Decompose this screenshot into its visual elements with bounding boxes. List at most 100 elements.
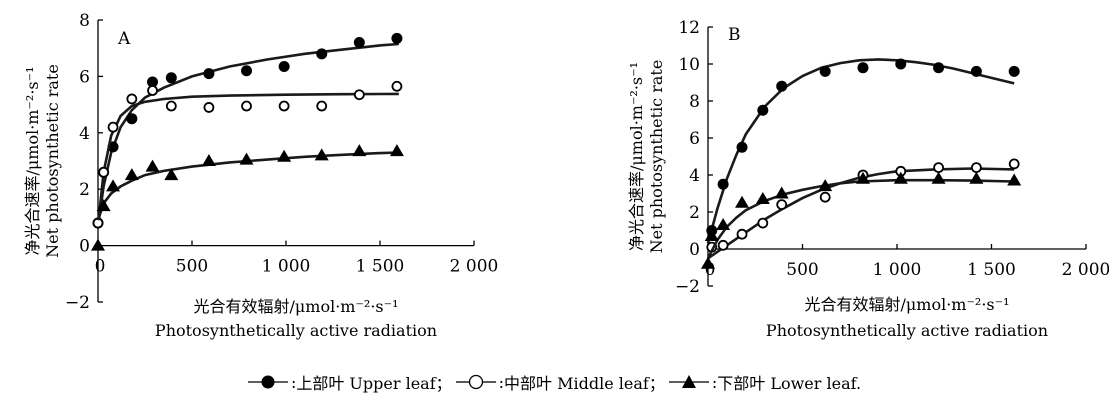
data-point-open-circle bbox=[1008, 158, 1020, 170]
x-tick-label: 500 bbox=[786, 260, 818, 280]
data-point-filled-triangle bbox=[352, 144, 367, 157]
x-tick-label: 1 000 bbox=[873, 260, 922, 280]
data-point-filled-triangle bbox=[855, 171, 870, 184]
data-point-filled-circle bbox=[126, 113, 138, 125]
x-tick-label: 0 bbox=[705, 260, 716, 280]
y-tick-label: 4 bbox=[79, 124, 90, 144]
x-tick-label: 2 000 bbox=[450, 257, 499, 277]
data-point-open-circle bbox=[316, 100, 328, 112]
fit-curve-filled-triangle bbox=[96, 151, 399, 221]
data-point-filled-triangle bbox=[1007, 173, 1022, 186]
data-point-open-circle bbox=[98, 166, 110, 178]
data-point-filled-circle bbox=[736, 141, 748, 153]
x-axis-title-en: Photosynthetically active radiation bbox=[766, 321, 1048, 340]
data-point-filled-circle bbox=[757, 104, 769, 116]
data-point-filled-triangle bbox=[145, 159, 160, 172]
data-point-filled-circle bbox=[278, 61, 290, 73]
data-point-filled-circle bbox=[165, 72, 177, 84]
legend-colon: : bbox=[498, 372, 505, 392]
data-point-filled-triangle bbox=[774, 186, 789, 199]
legend-item-upper-leaf: : 上部叶 Upper leaf ； bbox=[247, 370, 452, 394]
fit-curve-filled-circle bbox=[706, 58, 1015, 244]
data-point-filled-triangle bbox=[735, 195, 750, 208]
data-point-filled-triangle bbox=[124, 168, 139, 181]
panel-label: B bbox=[728, 25, 741, 45]
legend-item-lower-leaf: : 下部叶 Lower leaf. bbox=[668, 370, 862, 394]
data-point-filled-circle bbox=[970, 65, 982, 77]
y-tick-label: 0 bbox=[689, 240, 700, 260]
data-point-filled-triangle bbox=[969, 171, 984, 184]
x-tick-label: 500 bbox=[176, 257, 208, 277]
y-tick-label: 0 bbox=[79, 237, 90, 257]
y-tick-label: 12 bbox=[678, 18, 700, 38]
data-point-filled-circle bbox=[819, 65, 831, 77]
data-point-filled-circle bbox=[717, 178, 729, 190]
data-point-open-circle bbox=[757, 217, 769, 229]
y-tick-label: 8 bbox=[689, 92, 700, 112]
y-tick-label: 2 bbox=[79, 180, 90, 200]
data-point-open-circle bbox=[717, 239, 729, 251]
data-point-open-circle bbox=[391, 80, 403, 92]
data-point-open-circle bbox=[147, 85, 158, 96]
legend-label-lower: 下部叶 Lower leaf. bbox=[717, 374, 862, 393]
x-tick-label: 1 000 bbox=[262, 257, 311, 277]
y-tick-label: 4 bbox=[689, 166, 700, 186]
x-axis-title-en: Photosynthetically active radiation bbox=[155, 321, 437, 340]
fit-curve-open-circle bbox=[707, 167, 1015, 260]
data-point-filled-circle bbox=[933, 62, 945, 74]
data-point-filled-triangle bbox=[239, 152, 254, 165]
data-point-filled-triangle bbox=[314, 148, 329, 161]
y-tick-label: −2 bbox=[65, 293, 90, 313]
x-axis-title-cn: 光合有效辐射/μmol·m⁻²·s⁻¹ bbox=[805, 295, 1010, 314]
data-point-open-circle bbox=[970, 162, 982, 174]
data-point-filled-triangle bbox=[96, 199, 111, 212]
legend-separator: ； bbox=[648, 374, 665, 393]
y-tick-label: 8 bbox=[79, 11, 90, 31]
data-point-filled-triangle bbox=[704, 229, 719, 242]
data-point-filled-triangle bbox=[893, 171, 908, 184]
data-point-open-circle bbox=[126, 93, 138, 105]
legend-colon: : bbox=[290, 372, 297, 392]
data-point-filled-triangle bbox=[389, 144, 404, 157]
data-point-open-circle bbox=[776, 199, 788, 211]
y-tick-label: −2 bbox=[675, 277, 700, 297]
legend-label-upper: 上部叶 Upper leaf bbox=[296, 374, 436, 393]
data-point-open-circle bbox=[278, 100, 290, 112]
data-point-filled-triangle bbox=[701, 256, 715, 269]
y-tick-label: 10 bbox=[678, 55, 700, 75]
data-point-open-circle bbox=[107, 121, 119, 133]
data-point-open-circle bbox=[203, 102, 215, 113]
y-axis-title-cn: 净光合速率/μmol·m⁻²·s⁻¹ bbox=[23, 67, 42, 256]
legend: : 上部叶 Upper leaf ； : 中部叶 Middle leaf ； :… bbox=[0, 364, 1109, 400]
x-tick-label: 1 500 bbox=[967, 260, 1016, 280]
data-point-filled-circle bbox=[316, 48, 328, 60]
data-point-open-circle bbox=[165, 100, 177, 112]
data-point-open-circle bbox=[933, 162, 944, 174]
data-point-open-circle bbox=[819, 191, 831, 203]
x-axis-title-cn: 光合有效辐射/μmol·m⁻²·s⁻¹ bbox=[194, 297, 399, 316]
x-tick-label: 1 500 bbox=[356, 257, 405, 277]
x-tick-label: 2 000 bbox=[1062, 260, 1109, 280]
data-point-filled-triangle bbox=[755, 192, 770, 205]
open-circle-marker-icon bbox=[455, 374, 496, 390]
y-axis-title-en: Net photosynthetic rate bbox=[43, 64, 62, 258]
y-axis-title-cn: 净光合速率/μmol·m⁻²·s⁻¹ bbox=[627, 62, 646, 251]
data-point-filled-triangle bbox=[931, 171, 946, 184]
data-point-filled-circle bbox=[147, 76, 159, 88]
data-point-filled-circle bbox=[203, 68, 215, 80]
y-tick-label: 6 bbox=[79, 67, 90, 87]
y-axis-title-en: Net photosynthetic rate bbox=[647, 60, 666, 254]
data-point-filled-triangle bbox=[91, 238, 105, 251]
data-point-open-circle bbox=[241, 100, 252, 112]
data-point-filled-circle bbox=[241, 65, 253, 77]
x-tick-label: 0 bbox=[95, 257, 106, 277]
data-point-filled-circle bbox=[353, 37, 365, 49]
data-point-filled-circle bbox=[776, 80, 788, 92]
data-point-filled-circle bbox=[391, 32, 403, 44]
data-point-filled-triangle bbox=[201, 154, 216, 166]
legend-colon: : bbox=[711, 372, 718, 392]
data-point-filled-circle bbox=[857, 62, 869, 74]
